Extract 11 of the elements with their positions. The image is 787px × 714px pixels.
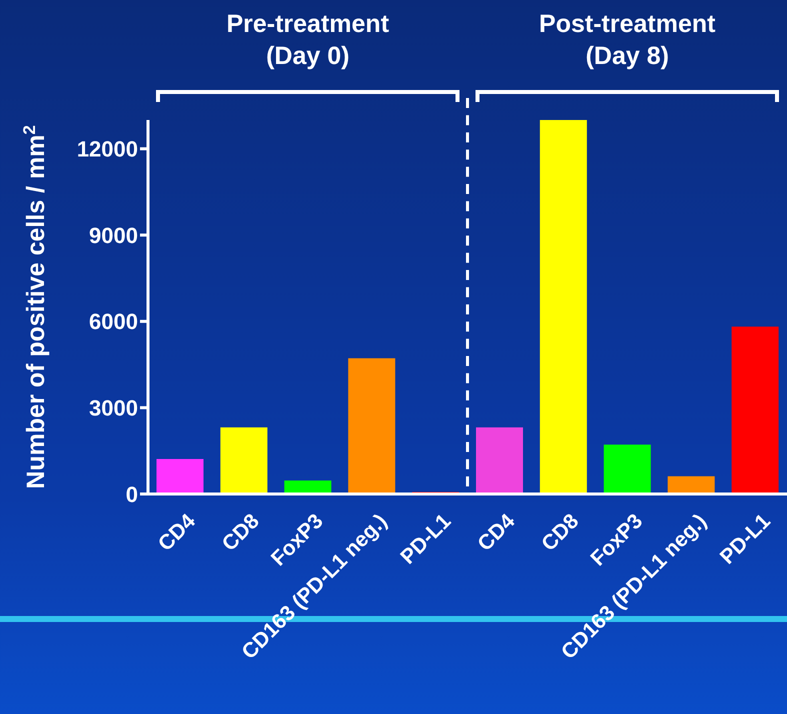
- x-tick-label: CD4: [154, 509, 200, 556]
- x-tick-label: CD4: [473, 509, 520, 556]
- x-tick-label: CD8: [218, 509, 264, 556]
- text: Pre-treatment (Day 0): [226, 10, 390, 70]
- y-tick-label: 0: [126, 482, 138, 507]
- y-tick-label: 3000: [89, 396, 138, 420]
- x-tick-label: CD8: [537, 509, 584, 556]
- y-tick-label: 9000: [89, 222, 138, 248]
- y-tick-label: 6000: [89, 309, 138, 334]
- y-tick-label: 12000: [76, 136, 138, 162]
- text: Post-treatment (Day 8): [539, 10, 716, 70]
